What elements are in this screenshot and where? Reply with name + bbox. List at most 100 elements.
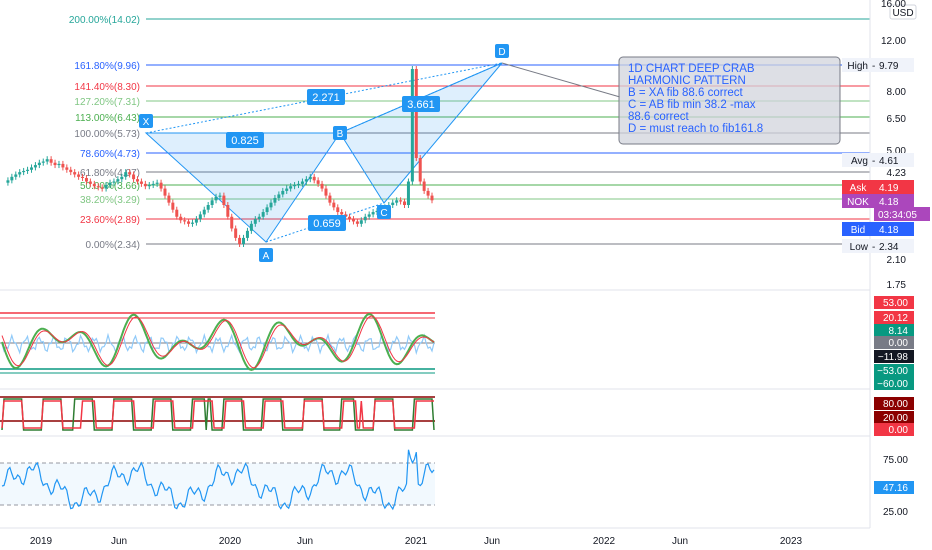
candle-body xyxy=(206,205,210,210)
ask-badge[interactable] xyxy=(874,180,914,194)
ask-label: Ask xyxy=(850,183,868,194)
candle-body xyxy=(249,223,253,231)
candle-body xyxy=(277,194,281,198)
indicator-value-badge xyxy=(874,350,914,363)
candle-body xyxy=(296,183,300,186)
stat-dash: - xyxy=(872,61,875,72)
pattern-point-label: C xyxy=(380,208,387,219)
pattern-ratio-badge[interactable] xyxy=(307,89,345,105)
pattern-ratio-badge[interactable] xyxy=(308,215,346,231)
candle-body xyxy=(273,197,277,203)
bid-label: Bid xyxy=(851,225,865,236)
time-tick: 2019 xyxy=(30,536,53,547)
fib-level-label: 0.00%(2.34) xyxy=(86,240,140,251)
indicator-pane-2 xyxy=(0,388,870,431)
pattern-point-badge[interactable] xyxy=(139,114,153,128)
pattern-ratio-label: 0.659 xyxy=(313,218,341,230)
candle-body xyxy=(391,202,395,206)
osc2-green-line xyxy=(1,398,435,431)
bid-badge[interactable] xyxy=(874,222,914,236)
candle-body xyxy=(430,195,434,201)
price-tick: 12.00 xyxy=(881,36,906,47)
candle-body xyxy=(210,200,214,206)
candle-body xyxy=(14,174,18,177)
candle-body xyxy=(312,176,316,181)
currency-badge[interactable] xyxy=(889,4,917,20)
time-tick: 2021 xyxy=(405,536,428,547)
indicator-pane-3 xyxy=(0,435,870,511)
stat-dash: - xyxy=(872,156,875,167)
candle-body xyxy=(422,181,426,191)
price-tick: 16.00 xyxy=(881,0,906,10)
candle-body xyxy=(100,187,104,189)
candle-body xyxy=(399,200,403,202)
candle-body xyxy=(136,179,140,182)
candle-body xyxy=(214,196,218,201)
annotation-line: 88.6 correct xyxy=(628,111,690,123)
candle-body xyxy=(37,162,41,166)
ac-dotted-line xyxy=(265,202,385,243)
candle-body xyxy=(26,169,30,171)
ask-label-bg xyxy=(842,180,874,194)
nok-label: NOK xyxy=(847,197,869,208)
fib-level-label: 61.80%(4.07) xyxy=(80,168,140,179)
pattern-point-badge[interactable] xyxy=(495,44,509,58)
indicator-value-badge xyxy=(874,377,914,390)
annotation-callout-line xyxy=(501,62,621,98)
candle-body xyxy=(163,188,167,196)
candle-body xyxy=(108,182,112,186)
stat-label: Avg xyxy=(851,156,868,167)
candle-body xyxy=(328,195,332,203)
price-ticks: 16.00 12.00 8.00 6.50 5.00 4.23 2.10 1.75 xyxy=(881,0,906,291)
pattern-ratio-label: 3.661 xyxy=(407,99,435,111)
candle-body xyxy=(147,185,151,187)
osc1-green-line xyxy=(1,313,435,371)
pattern-ratio-badge[interactable] xyxy=(402,96,440,112)
indicator-value-badge xyxy=(874,364,914,377)
time-axis[interactable]: 2019 Jun 2020 Jun 2021 Jun 2022 Jun 2023 xyxy=(0,527,870,547)
candle-body xyxy=(159,182,163,189)
pattern-point-badge[interactable] xyxy=(259,248,273,262)
candle-body xyxy=(285,188,289,191)
rsi-line xyxy=(1,449,435,511)
candle-body xyxy=(22,170,26,173)
candle-body xyxy=(151,183,155,186)
indicator-value-label: 25.00 xyxy=(883,507,908,518)
pattern-point-label: B xyxy=(337,129,344,140)
candle-body xyxy=(77,174,81,177)
candle-body xyxy=(351,219,355,222)
candle-body xyxy=(143,183,147,187)
candle-body xyxy=(155,182,159,184)
pattern-point-badge[interactable] xyxy=(377,205,391,219)
annotation-line: D = must reach to fib161.8 xyxy=(628,123,763,135)
candle-body xyxy=(139,181,143,184)
bid-value: 4.18 xyxy=(879,225,899,236)
candle-body xyxy=(171,202,175,210)
pattern-point-label: A xyxy=(263,251,270,262)
candle-body xyxy=(92,183,96,187)
price-tick: 6.50 xyxy=(887,114,907,125)
nok-badge[interactable] xyxy=(874,194,914,208)
candle-body xyxy=(198,214,202,220)
candle-body xyxy=(269,202,273,208)
annotation-line: 1D CHART DEEP CRAB xyxy=(628,63,755,75)
annotation-line: B = XA fib 88.6 correct xyxy=(628,87,744,99)
pattern-point-badge[interactable] xyxy=(333,126,347,140)
candle-body xyxy=(426,190,430,196)
candle-body xyxy=(245,230,249,238)
pattern-ratio-badge[interactable] xyxy=(226,132,264,148)
candle-body xyxy=(96,186,100,188)
indicator-value-label: 20.00 xyxy=(883,413,908,424)
price-axis[interactable]: USD 16.00 12.00 8.00 6.50 5.00 4.23 2.10 1.75 H… xyxy=(842,0,930,528)
candle-body xyxy=(289,186,293,189)
candle-body xyxy=(414,68,418,159)
candle-body xyxy=(316,180,320,184)
candle-body xyxy=(41,161,45,163)
indicator-value-badge xyxy=(874,411,914,424)
nok-value: 4.18 xyxy=(879,197,899,208)
fib-level-label: 161.80%(9.96) xyxy=(74,61,140,72)
candle-body xyxy=(355,221,359,224)
indicator-value-badge xyxy=(874,397,914,410)
